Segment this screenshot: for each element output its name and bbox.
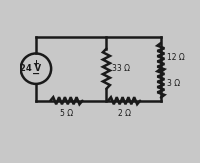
Text: 12 Ω: 12 Ω	[167, 53, 185, 62]
Text: 33 Ω: 33 Ω	[112, 64, 130, 73]
Text: −: −	[32, 68, 40, 79]
Text: 3 Ω: 3 Ω	[167, 79, 180, 88]
Text: 24 V: 24 V	[20, 64, 41, 73]
Text: +: +	[32, 59, 39, 68]
Text: 5 Ω: 5 Ω	[60, 109, 73, 118]
Text: 2 Ω: 2 Ω	[118, 109, 131, 118]
